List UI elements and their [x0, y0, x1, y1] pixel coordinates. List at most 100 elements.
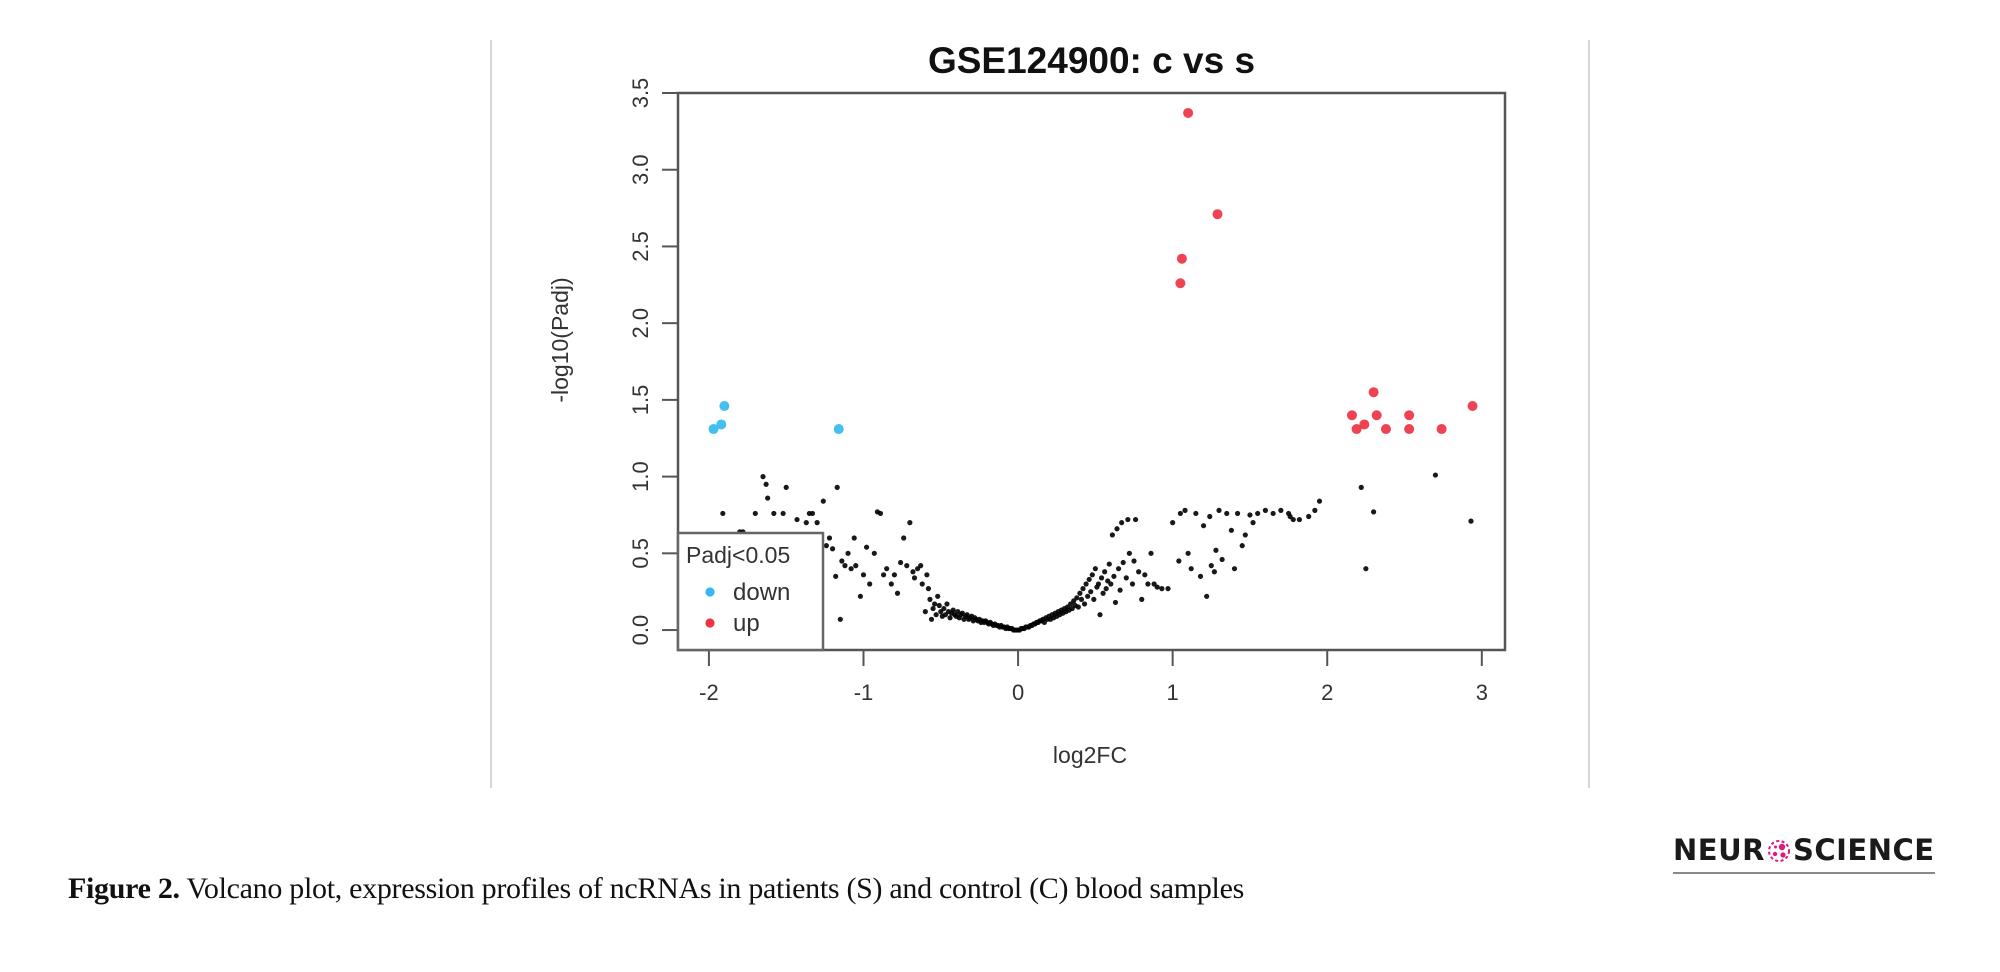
data-point — [863, 544, 870, 550]
data-point — [1290, 516, 1296, 523]
data-point — [1142, 572, 1148, 578]
caption-text: Volcano plot, expression profiles of ncR… — [179, 872, 1244, 905]
logo-text-left: NEUR — [1673, 833, 1765, 867]
data-point — [1262, 507, 1269, 513]
logo-text-right: SCIENCE — [1792, 833, 1935, 867]
data-point — [1351, 424, 1362, 435]
data-point — [1097, 612, 1103, 618]
data-point — [944, 601, 950, 607]
legend-label-down: down — [733, 579, 790, 606]
data-point — [857, 593, 864, 599]
caption-label: Figure 2. — [68, 872, 180, 905]
y-tick-label: 0.5 — [628, 538, 653, 569]
data-point — [1278, 507, 1284, 513]
data-point — [1175, 278, 1186, 289]
y-tick-label: 3.0 — [628, 154, 653, 185]
data-point — [936, 602, 942, 609]
data-point — [1247, 512, 1253, 518]
data-point — [1112, 599, 1119, 606]
data-point — [871, 550, 877, 556]
legend-title: Padj<0.05 — [686, 542, 790, 568]
data-point — [1139, 596, 1145, 602]
data-point — [1075, 604, 1081, 610]
data-point — [1089, 572, 1095, 578]
data-point — [922, 609, 928, 615]
data-point — [1316, 498, 1323, 504]
data-point — [1088, 589, 1094, 595]
data-point — [1106, 561, 1112, 567]
data-point — [851, 535, 857, 541]
data-point — [1358, 484, 1364, 490]
data-point — [1078, 596, 1085, 602]
data-point — [1176, 558, 1182, 564]
data-point — [880, 572, 887, 578]
data-point — [1115, 566, 1122, 572]
data-point — [925, 586, 932, 592]
y-tick-label: 2.0 — [628, 308, 653, 339]
data-point — [771, 510, 777, 517]
data-point — [904, 563, 910, 569]
figure-caption: Figure 2. Volcano plot, expression profi… — [68, 872, 1244, 906]
data-point — [834, 484, 840, 490]
y-tick-label: 2.5 — [628, 231, 653, 262]
data-point — [1468, 518, 1474, 524]
data-point — [1098, 575, 1105, 581]
data-point — [1081, 601, 1088, 607]
data-point — [1211, 569, 1217, 575]
y-tick-label: 0.0 — [628, 615, 653, 646]
x-tick-label: -1 — [854, 680, 874, 705]
data-point — [1363, 566, 1369, 572]
data-point — [891, 572, 898, 578]
data-point — [1346, 410, 1357, 421]
data-point — [1126, 550, 1132, 556]
data-point — [1154, 584, 1160, 590]
data-point — [927, 596, 933, 602]
legend: Padj<0.05 down up — [676, 531, 825, 652]
data-point — [1216, 507, 1222, 513]
x-tick-label: -2 — [699, 680, 719, 705]
data-point — [1296, 516, 1303, 523]
data-point — [837, 616, 843, 622]
data-point — [829, 546, 836, 552]
data-point — [930, 605, 936, 612]
data-point — [1080, 586, 1086, 592]
data-point — [760, 474, 766, 480]
data-point — [1371, 410, 1382, 421]
data-point — [1467, 401, 1478, 412]
data-point — [1123, 575, 1129, 581]
y-tick-label: 1.5 — [628, 385, 653, 416]
neuroscience-logo: NEUR SCIENCE — [1673, 830, 1935, 874]
x-tick-label: 3 — [1476, 680, 1488, 705]
y-tick-label: 1.0 — [628, 461, 653, 492]
data-point — [950, 607, 956, 613]
data-point — [803, 520, 809, 526]
data-point — [1159, 586, 1165, 592]
data-point — [848, 566, 854, 572]
data-point — [1224, 510, 1230, 517]
volcano-plot: GSE124900: c vs s -2 -1 0 1 2 3 log2FC 0.0 0.5 1.0… — [547, 40, 1507, 768]
data-point — [765, 495, 771, 501]
data-point — [897, 559, 904, 566]
data-point — [867, 581, 873, 587]
data-point — [1165, 586, 1171, 592]
data-point — [1368, 387, 1379, 398]
data-point — [853, 563, 859, 569]
data-point — [1083, 581, 1089, 587]
legend-label-up: up — [733, 610, 760, 637]
data-point — [1250, 520, 1256, 526]
data-point — [1091, 596, 1097, 602]
data-point — [823, 543, 829, 549]
series-up — [1175, 107, 1478, 435]
data-point — [947, 615, 953, 621]
data-point — [1380, 424, 1391, 435]
data-point — [833, 424, 844, 435]
data-point — [910, 569, 916, 575]
data-point — [794, 516, 800, 523]
chart-title: GSE124900: c vs s — [928, 40, 1255, 81]
data-point — [1212, 209, 1223, 220]
data-point — [1306, 513, 1312, 520]
data-point — [911, 575, 918, 581]
data-point — [1242, 532, 1248, 538]
data-point — [860, 572, 867, 578]
data-point — [1239, 543, 1245, 549]
